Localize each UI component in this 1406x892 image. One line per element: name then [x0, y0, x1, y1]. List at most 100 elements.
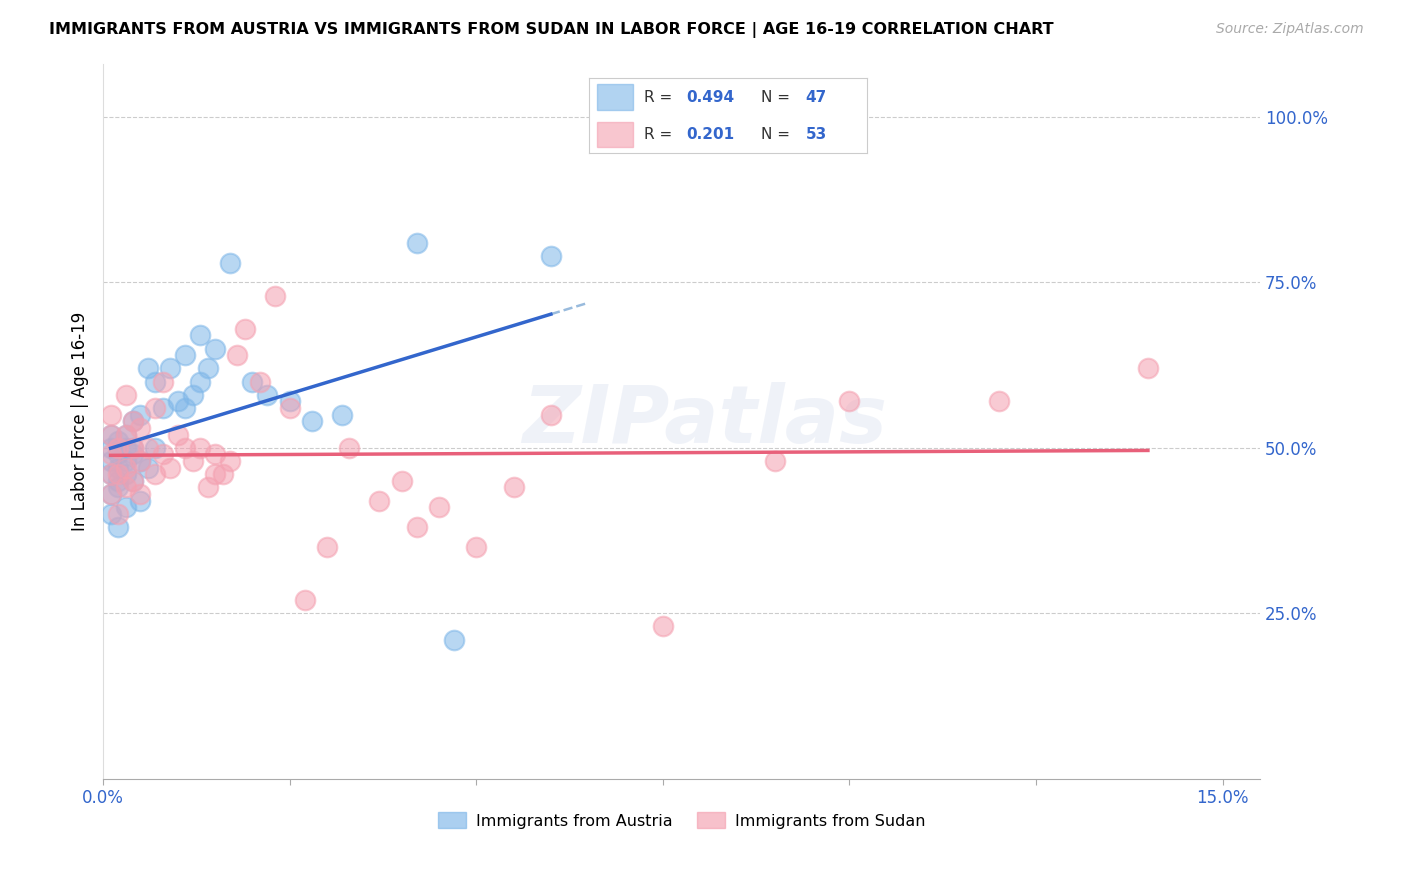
Point — [256, 388, 278, 402]
Point — [122, 474, 145, 488]
Point — [330, 408, 353, 422]
Point — [233, 321, 256, 335]
Point — [129, 487, 152, 501]
Point — [114, 500, 136, 515]
Point — [114, 441, 136, 455]
Point — [166, 394, 188, 409]
Point — [316, 540, 339, 554]
Point — [114, 388, 136, 402]
Point — [152, 447, 174, 461]
Point — [294, 593, 316, 607]
Point — [114, 480, 136, 494]
Point — [188, 328, 211, 343]
Point — [219, 454, 242, 468]
Point — [100, 487, 122, 501]
Point — [427, 500, 450, 515]
Point — [181, 388, 204, 402]
Point — [987, 394, 1010, 409]
Point — [100, 467, 122, 482]
Point — [249, 375, 271, 389]
Point — [107, 441, 129, 455]
Point — [122, 414, 145, 428]
Point — [263, 288, 285, 302]
Point — [368, 493, 391, 508]
Point — [211, 467, 233, 482]
Point — [174, 348, 197, 362]
Point — [174, 441, 197, 455]
Point — [301, 414, 323, 428]
Text: Source: ZipAtlas.com: Source: ZipAtlas.com — [1216, 22, 1364, 37]
Point — [278, 394, 301, 409]
Point — [443, 632, 465, 647]
Point — [219, 255, 242, 269]
Point — [122, 414, 145, 428]
Point — [152, 375, 174, 389]
Point — [145, 375, 167, 389]
Point — [100, 487, 122, 501]
Point — [122, 447, 145, 461]
Point — [242, 375, 264, 389]
Point — [465, 540, 488, 554]
Point — [197, 480, 219, 494]
Point — [100, 427, 122, 442]
Point — [100, 427, 122, 442]
Point — [107, 480, 129, 494]
Point — [166, 427, 188, 442]
Point — [107, 520, 129, 534]
Point — [107, 474, 129, 488]
Point — [114, 454, 136, 468]
Point — [651, 619, 673, 633]
Point — [107, 460, 129, 475]
Point — [1136, 361, 1159, 376]
Point — [226, 348, 249, 362]
Point — [107, 434, 129, 449]
Point — [204, 342, 226, 356]
Text: IMMIGRANTS FROM AUSTRIA VS IMMIGRANTS FROM SUDAN IN LABOR FORCE | AGE 16-19 CORR: IMMIGRANTS FROM AUSTRIA VS IMMIGRANTS FR… — [49, 22, 1054, 38]
Point — [100, 454, 122, 468]
Point — [129, 408, 152, 422]
Point — [122, 441, 145, 455]
Point — [838, 394, 860, 409]
Point — [188, 441, 211, 455]
Point — [100, 408, 122, 422]
Point — [114, 467, 136, 482]
Point — [145, 467, 167, 482]
Point — [405, 235, 427, 250]
Point — [145, 401, 167, 415]
Text: ZIPatlas: ZIPatlas — [522, 383, 887, 460]
Point — [107, 447, 129, 461]
Point — [129, 454, 152, 468]
Point — [100, 447, 122, 461]
Point — [174, 401, 197, 415]
Point — [197, 361, 219, 376]
Point — [136, 460, 159, 475]
Point — [405, 520, 427, 534]
Point — [100, 507, 122, 521]
Point — [145, 441, 167, 455]
Point — [188, 375, 211, 389]
Point — [152, 401, 174, 415]
Point — [129, 421, 152, 435]
Point — [391, 474, 413, 488]
Point — [136, 361, 159, 376]
Point — [136, 441, 159, 455]
Point — [159, 361, 181, 376]
Point — [502, 480, 524, 494]
Point — [204, 467, 226, 482]
Point — [278, 401, 301, 415]
Point — [763, 454, 786, 468]
Point — [181, 454, 204, 468]
Point — [107, 507, 129, 521]
Point — [204, 447, 226, 461]
Point — [129, 454, 152, 468]
Legend: Immigrants from Austria, Immigrants from Sudan: Immigrants from Austria, Immigrants from… — [432, 805, 932, 835]
Point — [159, 460, 181, 475]
Point — [114, 427, 136, 442]
Point — [114, 460, 136, 475]
Point — [129, 493, 152, 508]
Point — [114, 427, 136, 442]
Point — [100, 441, 122, 455]
Point — [107, 467, 129, 482]
Point — [540, 408, 562, 422]
Point — [100, 467, 122, 482]
